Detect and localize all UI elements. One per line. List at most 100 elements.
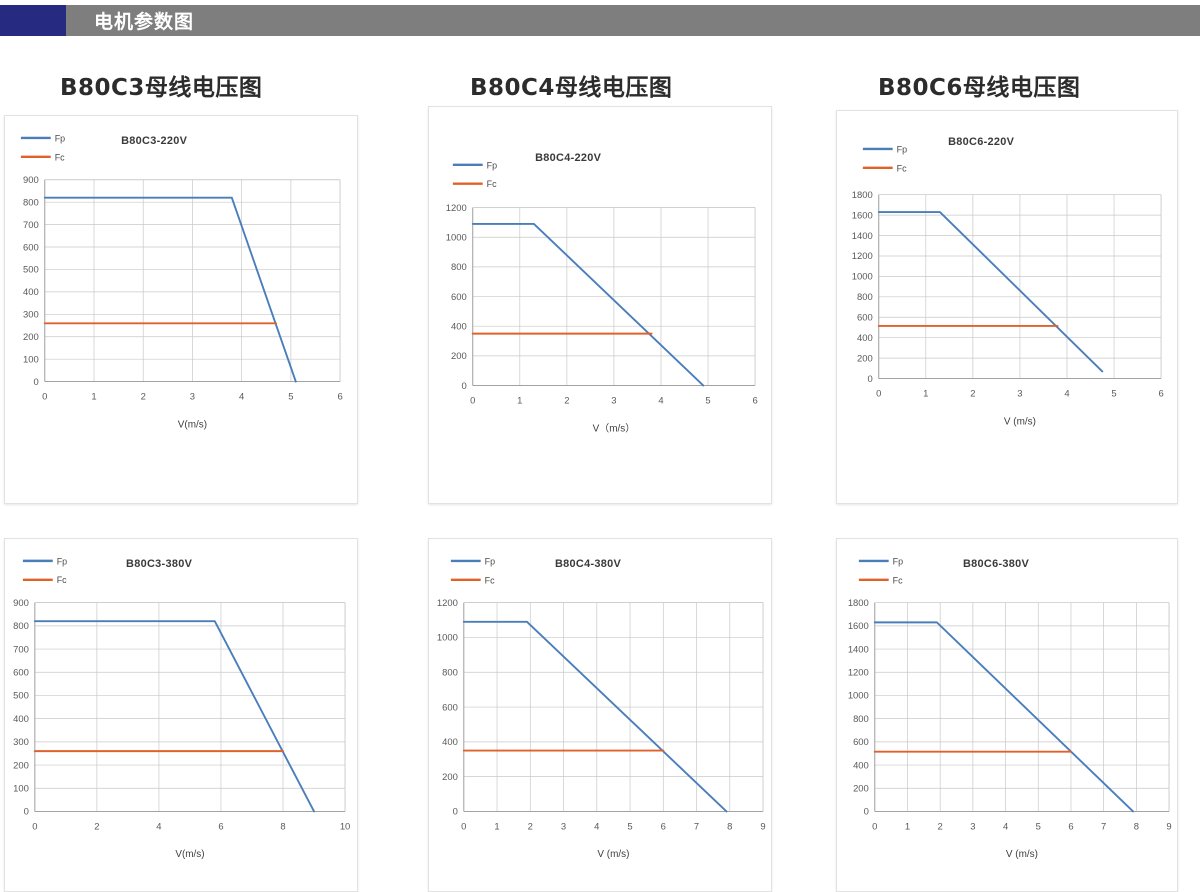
y-tick-label: 400 xyxy=(23,287,39,298)
chart-b80c4-220v: Fp Fc B80C4-220V 0 200 400 600 800 1000 1200 0 1 2 3 4… xyxy=(446,152,758,434)
x-tick-label: 2 xyxy=(528,821,533,832)
chart-axes xyxy=(472,207,756,386)
x-tick-label: 6 xyxy=(218,821,223,832)
y-tick-label: 900 xyxy=(13,598,29,609)
x-tick-label: 6 xyxy=(1158,388,1163,399)
series-fp xyxy=(33,620,315,813)
x-tick-label: 1 xyxy=(923,388,928,399)
y-tick-label: 400 xyxy=(13,714,29,725)
y-tick-label: 1000 xyxy=(446,233,467,244)
y-tick-label: 200 xyxy=(853,784,869,795)
x-tick-label: 5 xyxy=(1111,388,1116,399)
y-tick-label: 1200 xyxy=(848,668,869,679)
chart-card-b80c4-220v: Fp Fc B80C4-220V 0 200 400 600 800 1000 1200 0 1 2 3 4… xyxy=(428,106,772,504)
chart-b80c4-380v: Fp Fc B80C4-380V 0 200 400 600 800 1000 1200 0 1 2 3 4… xyxy=(437,556,766,860)
chart-card-b80c4-380v: Fp Fc B80C4-380V 0 200 400 600 800 1000 1200 0 1 2 3 4… xyxy=(428,538,772,892)
x-tick-label: 3 xyxy=(1017,388,1022,399)
y-tick-label: 1000 xyxy=(848,691,869,702)
x-tick-label: 5 xyxy=(627,821,632,832)
x-tick-label: 2 xyxy=(938,821,943,832)
x-axis-label: V (m/s) xyxy=(1006,849,1038,860)
y-tick-label: 800 xyxy=(857,292,873,303)
chart-b80c3-220v: Fp Fc B80C3-220V 0 100 200 300 400 500 600 700 800 9… xyxy=(20,133,343,430)
chart-legend: Fp Fc xyxy=(20,133,65,162)
page-header: 电机参数图 xyxy=(0,5,1200,36)
chart-gridlines: 0 100 200 300 400 500 600 700 800 900 0 1 2 3 4 5 6 xyxy=(23,175,343,402)
y-tick-label: 600 xyxy=(13,668,29,679)
x-tick-label: 4 xyxy=(156,821,161,832)
y-tick-label: 1400 xyxy=(848,644,869,655)
section-title-b80c4: B80C4母线电压图 xyxy=(470,75,673,101)
y-tick-label: 1800 xyxy=(848,598,869,609)
y-tick-label: 1600 xyxy=(852,210,873,221)
y-tick-label: 0 xyxy=(462,381,467,392)
chart-axes xyxy=(878,194,1162,380)
chart-gridlines: 0 200 400 600 800 1000 1200 0 1 2 3 4 5 6 xyxy=(446,203,758,407)
x-tick-label: 6 xyxy=(661,821,666,832)
chart-gridlines: 0 200 400 600 800 1000 1200 1400 1600 1800 0 1 2 3 4 5 6 xyxy=(852,190,1164,400)
x-tick-label: 7 xyxy=(1101,821,1106,832)
x-tick-label: 6 xyxy=(752,395,757,406)
y-tick-label: 800 xyxy=(442,668,458,679)
x-tick-label: 0 xyxy=(461,821,466,832)
x-tick-label: 1 xyxy=(91,391,96,402)
x-axis-label: V (m/s) xyxy=(597,849,629,860)
y-tick-label: 600 xyxy=(857,313,873,324)
section-title-b80c6: B80C6母线电压图 xyxy=(878,75,1081,101)
chart-b80c3-380v: FpFcB80C3-380V01002003004005006007008009… xyxy=(13,556,350,860)
x-tick-label: 0 xyxy=(32,821,37,832)
x-tick-label: 1 xyxy=(494,821,499,832)
y-tick-label: 700 xyxy=(23,220,39,231)
x-axis-label: V (m/s) xyxy=(1004,416,1036,427)
y-tick-label: 1000 xyxy=(852,272,873,283)
chart-legend: Fp Fc xyxy=(450,556,495,585)
x-tick-label: 2 xyxy=(970,388,975,399)
y-tick-label: 500 xyxy=(23,265,39,276)
x-tick-label: 4 xyxy=(1064,388,1069,399)
series-fp xyxy=(43,196,297,383)
y-tick-label: 200 xyxy=(13,760,29,771)
y-tick-label: 1400 xyxy=(852,231,873,242)
chart-card-b80c6-380v: Fp Fc B80C6-380V 0 200 400 600 800 1000 1200 1400 1… xyxy=(836,538,1178,892)
chart-gridlines: 0 200 400 600 800 1000 1200 1400 1600 1800 0 1 2 3 4 5 6… xyxy=(848,598,1172,832)
y-tick-label: 400 xyxy=(442,737,458,748)
x-tick-label: 2 xyxy=(141,391,146,402)
x-tick-label: 5 xyxy=(1036,821,1041,832)
x-tick-label: 3 xyxy=(611,395,616,406)
x-tick-label: 8 xyxy=(727,821,732,832)
x-tick-label: 3 xyxy=(561,821,566,832)
y-tick-label: 1200 xyxy=(852,251,873,262)
x-axis-label: V（m/s） xyxy=(593,422,636,434)
y-tick-label: 200 xyxy=(442,772,458,783)
y-tick-label: 0 xyxy=(453,807,458,818)
chart-axes xyxy=(44,179,341,383)
y-tick-label: 0 xyxy=(24,807,29,818)
legend-label-fc: Fc xyxy=(487,179,497,189)
chart-axes xyxy=(463,602,764,812)
x-tick-label: 4 xyxy=(1003,821,1008,832)
x-tick-label: 0 xyxy=(42,391,47,402)
x-tick-label: 9 xyxy=(760,821,765,832)
x-tick-label: 9 xyxy=(1166,821,1171,832)
legend-label-fc: Fc xyxy=(57,575,67,585)
legend-label-fc: Fc xyxy=(485,575,495,585)
y-tick-label: 400 xyxy=(857,333,873,344)
x-tick-label: 4 xyxy=(594,821,599,832)
y-tick-label: 1800 xyxy=(852,190,873,201)
y-tick-label: 1200 xyxy=(446,203,467,214)
series-fp xyxy=(462,620,728,813)
x-tick-label: 0 xyxy=(470,395,475,406)
y-tick-label: 500 xyxy=(13,691,29,702)
y-tick-label: 800 xyxy=(853,714,869,725)
x-tick-label: 6 xyxy=(1068,821,1073,832)
legend-label-fc: Fc xyxy=(55,152,65,162)
chart-inner-title: B80C4-220V xyxy=(535,152,602,164)
y-tick-label: 300 xyxy=(23,310,39,321)
y-tick-label: 300 xyxy=(13,737,29,748)
y-tick-label: 200 xyxy=(451,351,467,362)
chart-inner-title: B80C4-380V xyxy=(555,558,622,570)
chart-inner-title: B80C3-220V xyxy=(121,135,188,147)
y-tick-label: 800 xyxy=(451,262,467,273)
y-tick-label: 600 xyxy=(451,292,467,303)
chart-axes xyxy=(34,602,346,812)
